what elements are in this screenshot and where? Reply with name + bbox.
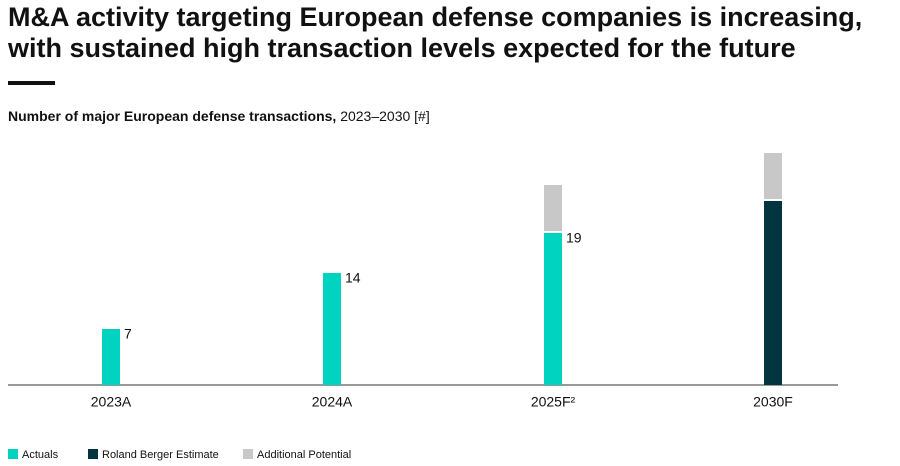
subtitle-bold: Number of major European defense transac…: [8, 108, 337, 124]
x-tick-label: 2023A: [91, 394, 132, 410]
legend-swatch: [243, 449, 253, 459]
value-label: 14: [345, 270, 361, 286]
value-label: 7: [124, 326, 132, 342]
bar-segment: [102, 329, 120, 385]
legend-label: Roland Berger Estimate: [102, 449, 219, 461]
value-label: 19: [566, 230, 582, 246]
legend-swatch: [8, 449, 18, 459]
chart-title: M&A activity targeting European defense …: [8, 2, 863, 63]
bar-segment: [764, 153, 782, 199]
legend-label: Additional Potential: [257, 449, 351, 461]
title-rule: [8, 81, 55, 85]
subtitle-rest: 2023–2030 [#]: [340, 108, 430, 124]
bar-segment: [764, 201, 782, 385]
bar-segment: [323, 273, 341, 385]
bar-segment: [544, 233, 562, 385]
subtitle: Number of major European defense transac…: [8, 108, 430, 124]
legend-swatch: [88, 449, 98, 459]
legend-label: Actuals: [22, 449, 59, 461]
x-tick-label: 2024A: [312, 394, 353, 410]
bar-segment: [544, 185, 562, 231]
x-tick-label: 2025F²: [531, 394, 576, 410]
x-tick-label: 2030F: [753, 394, 793, 410]
